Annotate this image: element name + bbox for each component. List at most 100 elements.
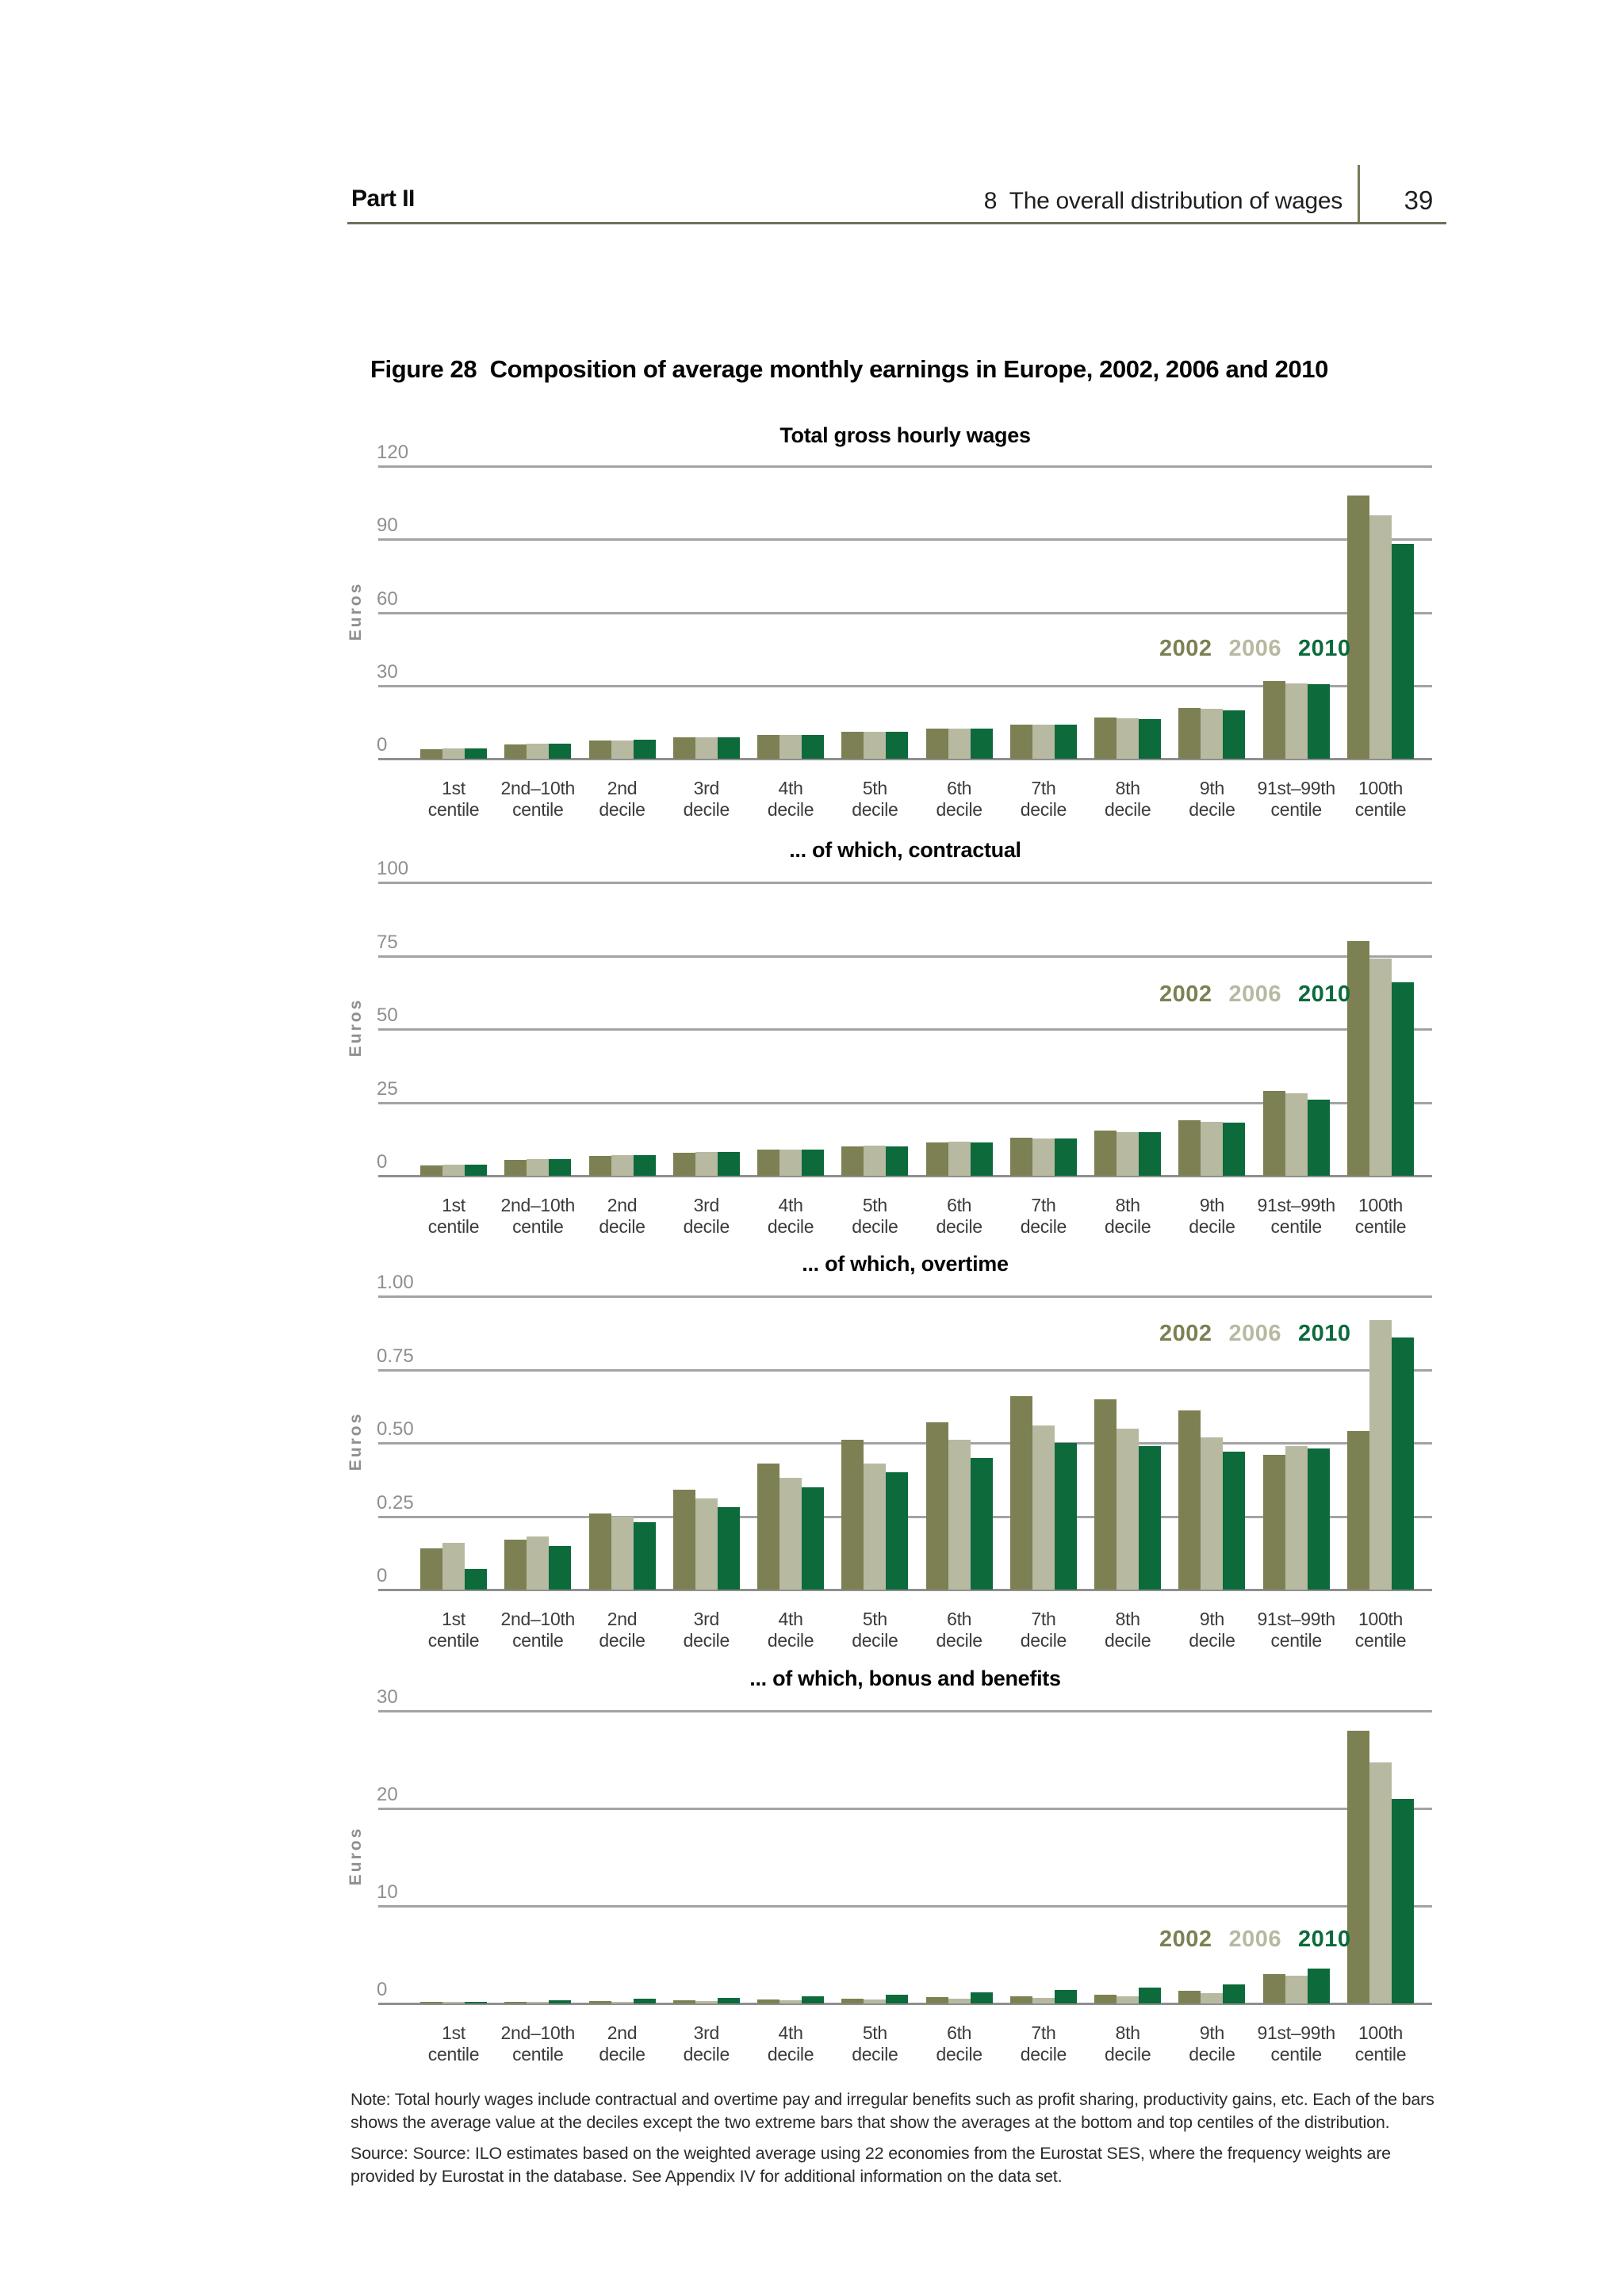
bar-2002	[1094, 1994, 1117, 2003]
x-tick-label: 100th centile	[1354, 2022, 1407, 2064]
x-tick-label: 2nd–10th centile	[500, 778, 576, 820]
bar-2002	[757, 735, 780, 759]
bar-2006	[1369, 1762, 1392, 2003]
y-tick-label: 0	[377, 1151, 388, 1173]
bar-2010	[1139, 1131, 1162, 1176]
bar-2010	[802, 1150, 825, 1176]
x-tick-label: 8th decile	[1105, 778, 1151, 820]
bar-2006	[948, 1440, 971, 1590]
bar-2006	[442, 2002, 465, 2003]
bar-2002	[841, 1998, 864, 2003]
bar-2006	[611, 1516, 634, 1590]
y-tick-label: 100	[377, 858, 409, 879]
bar-2006	[948, 1998, 971, 2003]
legend-item-2002: 2002	[1159, 982, 1212, 1007]
bar-2002	[1262, 1454, 1285, 1590]
bar-2002	[757, 1150, 780, 1176]
source-text: Source: Source: ILO estimates based on t…	[350, 2144, 1391, 2186]
x-tick-label: 9th decile	[1189, 778, 1235, 820]
bar-2010	[1054, 1138, 1077, 1176]
bar-2006	[1116, 1428, 1139, 1590]
bar-2002	[1178, 1120, 1201, 1176]
bar-2010	[549, 1545, 572, 1590]
legend: 2002 2006 2010	[1159, 1927, 1351, 1953]
bar-2010	[1392, 1798, 1414, 2003]
y-tick-label: 0.75	[377, 1345, 414, 1367]
bar-2006	[864, 731, 887, 759]
bar-2006	[527, 744, 550, 759]
y-tick-label: 20	[377, 1784, 398, 1805]
bar-2002	[1347, 1730, 1369, 2003]
x-tick-label: 3rd decile	[683, 778, 730, 820]
bar-2002	[925, 728, 948, 759]
page-number: 39	[1404, 186, 1434, 215]
x-tick-label: 4th decile	[767, 1195, 814, 1237]
bar-2010	[886, 732, 909, 759]
bar-2010	[549, 1158, 572, 1176]
gridline	[378, 611, 1432, 614]
legend-item-2010: 2010	[1298, 1321, 1351, 1346]
x-tick-label: 6th decile	[936, 1609, 982, 1651]
x-tick-label: 5th decile	[852, 2022, 898, 2064]
x-tick-label: 7th decile	[1020, 1609, 1067, 1651]
bar-2010	[717, 737, 740, 759]
x-tick-label: 2nd–10th centile	[500, 1609, 576, 1651]
y-tick-label: 30	[377, 660, 398, 683]
bar-2010	[802, 1487, 825, 1590]
bar-2002	[672, 1490, 695, 1590]
bar-2010	[1139, 1445, 1162, 1590]
y-tick-label: 50	[377, 1004, 398, 1026]
bar-2010	[1307, 1968, 1330, 2003]
x-tick-label: 7th decile	[1020, 2022, 1067, 2064]
bar-2006	[1369, 959, 1392, 1176]
x-tick-label: 8th decile	[1105, 2022, 1151, 2064]
bar-2010	[802, 735, 825, 759]
x-tick-label: 3rd decile	[683, 1609, 730, 1651]
y-tick-label: 30	[377, 1686, 398, 1708]
bar-2002	[841, 1146, 864, 1176]
bar-2002	[1094, 1399, 1117, 1590]
bar-2010	[970, 1142, 993, 1176]
bar-2006	[695, 1152, 718, 1176]
bar-2006	[779, 1478, 802, 1590]
x-tick-label: 1st centile	[427, 2022, 480, 2064]
header-chapter-label: 8 The overall distribution of wages	[983, 188, 1343, 214]
bar-2006	[1285, 1445, 1308, 1590]
bar-2010	[802, 1996, 825, 2003]
bar-2006	[1032, 724, 1055, 759]
y-axis-label: Euros	[347, 1826, 365, 1885]
y-tick-label: 0	[377, 734, 388, 756]
x-axis-line	[378, 1175, 1432, 1177]
bar-2002	[841, 732, 864, 759]
header-rule	[347, 222, 1446, 224]
x-tick-label: 8th decile	[1105, 1195, 1151, 1237]
x-axis-line	[378, 2003, 1432, 2005]
bar-2002	[1178, 708, 1201, 759]
y-axis-label: Euros	[347, 581, 365, 641]
gridline	[378, 1710, 1432, 1712]
x-tick-label: 1st centile	[427, 1609, 480, 1651]
bar-2010	[633, 740, 656, 759]
bar-2006	[611, 2001, 634, 2003]
legend-item-2002: 2002	[1159, 636, 1212, 661]
legend: 2002 2006 2010	[1159, 636, 1351, 662]
legend-item-2010: 2010	[1298, 636, 1351, 661]
bar-2002	[420, 1548, 442, 1590]
legend-item-2006: 2006	[1228, 982, 1282, 1007]
bar-2010	[886, 1472, 909, 1590]
bar-2010	[1139, 1987, 1162, 2003]
bar-2002	[1178, 1991, 1201, 2003]
bar-2010	[717, 1507, 740, 1590]
bar-2006	[864, 1999, 887, 2003]
bar-2002	[757, 1463, 780, 1590]
legend-item-2006: 2006	[1228, 1927, 1282, 1952]
bar-2002	[1262, 1974, 1285, 2003]
bar-2010	[633, 1999, 656, 2003]
x-tick-label: 5th decile	[852, 778, 898, 820]
gridline	[378, 538, 1432, 541]
legend-item-2006: 2006	[1228, 1321, 1282, 1346]
gridline	[378, 882, 1432, 884]
x-tick-label: 7th decile	[1020, 1195, 1067, 1237]
bar-2006	[779, 2000, 802, 2003]
x-tick-label: 5th decile	[852, 1195, 898, 1237]
